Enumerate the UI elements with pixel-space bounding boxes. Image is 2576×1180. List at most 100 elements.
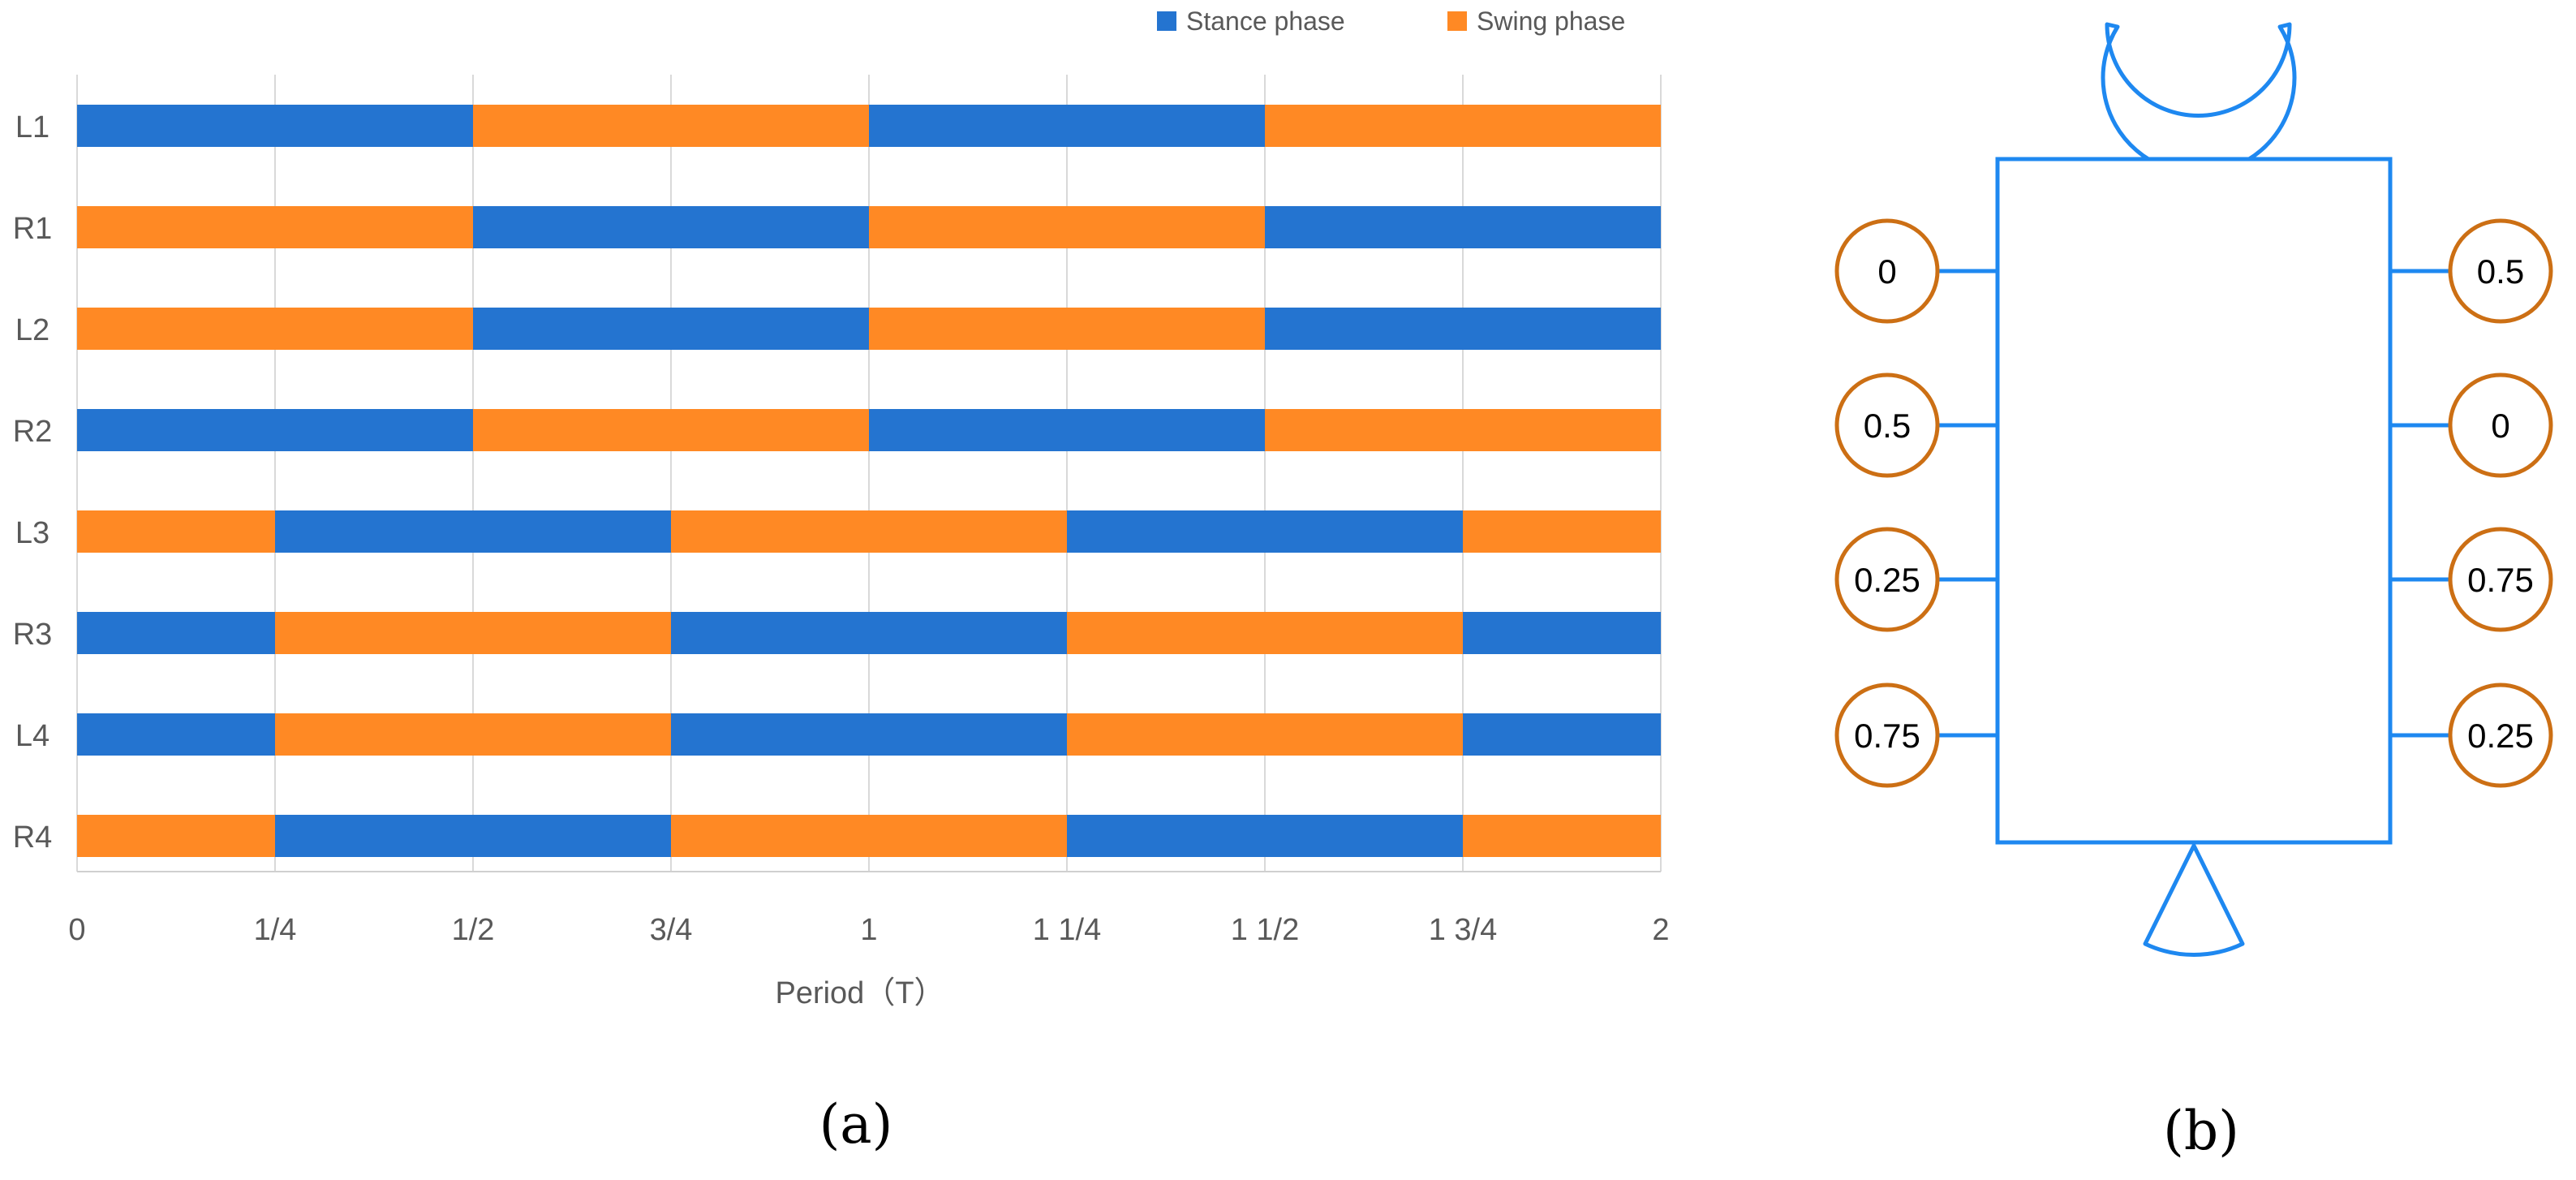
stance-segment — [869, 409, 1265, 451]
leg-phase-value: 0.5 — [2477, 252, 2524, 291]
x-tick-label: 1/2 — [452, 913, 495, 947]
bar-row-l4 — [77, 713, 1661, 756]
leg-phase-value: 0 — [2491, 407, 2509, 445]
fan-tail-icon — [2143, 843, 2245, 957]
swing-segment — [1463, 815, 1661, 857]
swing-segment — [1265, 409, 1661, 451]
y-axis-label: L1 — [15, 110, 49, 144]
robot-body — [1995, 157, 2393, 845]
bar-row-r3 — [77, 612, 1661, 654]
y-axis-label: L4 — [15, 719, 49, 753]
left-leg-3: 0.25 — [1834, 527, 1998, 632]
caption-b: (b) — [2163, 1100, 2239, 1162]
swing-segment — [671, 815, 1067, 857]
left-leg-1: 0 — [1834, 218, 1998, 324]
y-axis-label: R2 — [13, 415, 53, 449]
stance-segment — [77, 409, 473, 451]
y-axis-label: R3 — [13, 618, 53, 652]
right-leg-2: 0 — [2390, 373, 2553, 478]
stance-segment — [671, 612, 1067, 654]
stance-segment — [473, 308, 869, 350]
left-leg-4: 0.75 — [1834, 683, 1998, 788]
swing-segment — [1463, 510, 1661, 553]
right-leg-3: 0.75 — [2390, 527, 2553, 632]
x-tick-label: 0 — [68, 913, 85, 947]
bar-row-l1 — [77, 105, 1661, 147]
stance-segment — [77, 105, 473, 147]
swing-segment — [77, 510, 275, 553]
leg-phase-circle — [1834, 527, 1940, 632]
x-tick-label: 1 1/4 — [1033, 913, 1102, 947]
stance-segment — [275, 815, 671, 857]
bar-row-l2 — [77, 308, 1661, 350]
swing-segment — [77, 815, 275, 857]
swing-segment — [1265, 105, 1661, 147]
x-tick-label: 3/4 — [650, 913, 693, 947]
x-tick-label: 2 — [1652, 913, 1669, 947]
leg-phase-circle — [1834, 218, 1940, 324]
gait-phase-chart: L1 R1 L2 R2 L3 R3 L4 R4 0 1/4 1/2 3/4 1 1 1/4 1 1/2 1 … — [13, 6, 1670, 1010]
stance-segment — [77, 713, 275, 756]
y-axis-labels: L1 R1 L2 R2 L3 R3 L4 R4 — [13, 110, 53, 855]
legend-label-stance: Stance phase — [1186, 6, 1345, 36]
leg-phase-circle — [2448, 218, 2553, 324]
leg-phase-circle — [2448, 373, 2553, 478]
leg-phase-circle — [2448, 683, 2553, 788]
swing-segment — [869, 308, 1265, 350]
leg-phase-circle — [1834, 683, 1940, 788]
leg-phase-value: 0.25 — [2467, 717, 2534, 755]
swing-segment — [869, 206, 1265, 248]
leg-phase-value: 0.5 — [1864, 407, 1911, 445]
stance-segment — [1265, 308, 1661, 350]
swing-segment — [473, 105, 869, 147]
swing-segment — [77, 308, 473, 350]
left-leg-2: 0.5 — [1834, 373, 1998, 478]
leg-phase-value: 0.75 — [1854, 717, 1920, 755]
stance-segment — [1067, 510, 1463, 553]
bar-row-l3 — [77, 510, 1661, 553]
swing-segment — [275, 612, 671, 654]
x-tick-label: 1 3/4 — [1429, 913, 1498, 947]
legend-label-swing: Swing phase — [1477, 6, 1625, 36]
leg-phase-value: 0.25 — [1854, 561, 1920, 599]
stance-segment — [275, 510, 671, 553]
y-axis-label: L2 — [15, 313, 49, 347]
stance-segment — [1463, 713, 1661, 756]
crescent-head-icon — [2101, 22, 2297, 176]
stance-segment — [1463, 612, 1661, 654]
right-leg-4: 0.25 — [2390, 683, 2553, 788]
caption-a: (a) — [819, 1093, 893, 1156]
stance-segment — [671, 713, 1067, 756]
x-tick-label: 1 1/2 — [1231, 913, 1300, 947]
stance-segment — [1067, 815, 1463, 857]
leg-phase-value: 0.75 — [2467, 561, 2534, 599]
leg-phase-value: 0 — [1877, 252, 1896, 291]
x-tick-label: 1 — [860, 913, 877, 947]
x-axis-title: Period（T） — [775, 976, 944, 1010]
bar-row-r1 — [77, 206, 1661, 248]
swing-segment — [671, 510, 1067, 553]
y-axis-label: R1 — [13, 212, 53, 246]
chart-legend: Stance phase Swing phase — [1157, 6, 1625, 36]
stance-segment — [77, 612, 275, 654]
legend-swatch-stance — [1157, 11, 1176, 31]
swing-segment — [473, 409, 869, 451]
right-leg-1: 0.5 — [2390, 218, 2553, 324]
robot-body-diagram: 0 0.5 0.25 0.75 0.5 0 0.75 0.25 — [1834, 22, 2553, 957]
swing-segment — [275, 713, 671, 756]
y-axis-label: R4 — [13, 820, 53, 855]
bar-row-r4 — [77, 815, 1661, 857]
x-axis-tick-labels: 0 1/4 1/2 3/4 1 1 1/4 1 1/2 1 3/4 2 — [68, 913, 1669, 947]
swing-segment — [77, 206, 473, 248]
stance-segment — [869, 105, 1265, 147]
legend-swatch-swing — [1447, 11, 1467, 31]
y-axis-label: L3 — [15, 516, 49, 550]
swing-segment — [1067, 612, 1463, 654]
x-tick-label: 1/4 — [254, 913, 297, 947]
stance-segment — [473, 206, 869, 248]
swing-segment — [1067, 713, 1463, 756]
leg-phase-circle — [1834, 373, 1940, 478]
chart-bars — [77, 105, 1661, 857]
robot-legs: 0 0.5 0.25 0.75 0.5 0 0.75 0.25 — [1834, 218, 2553, 788]
